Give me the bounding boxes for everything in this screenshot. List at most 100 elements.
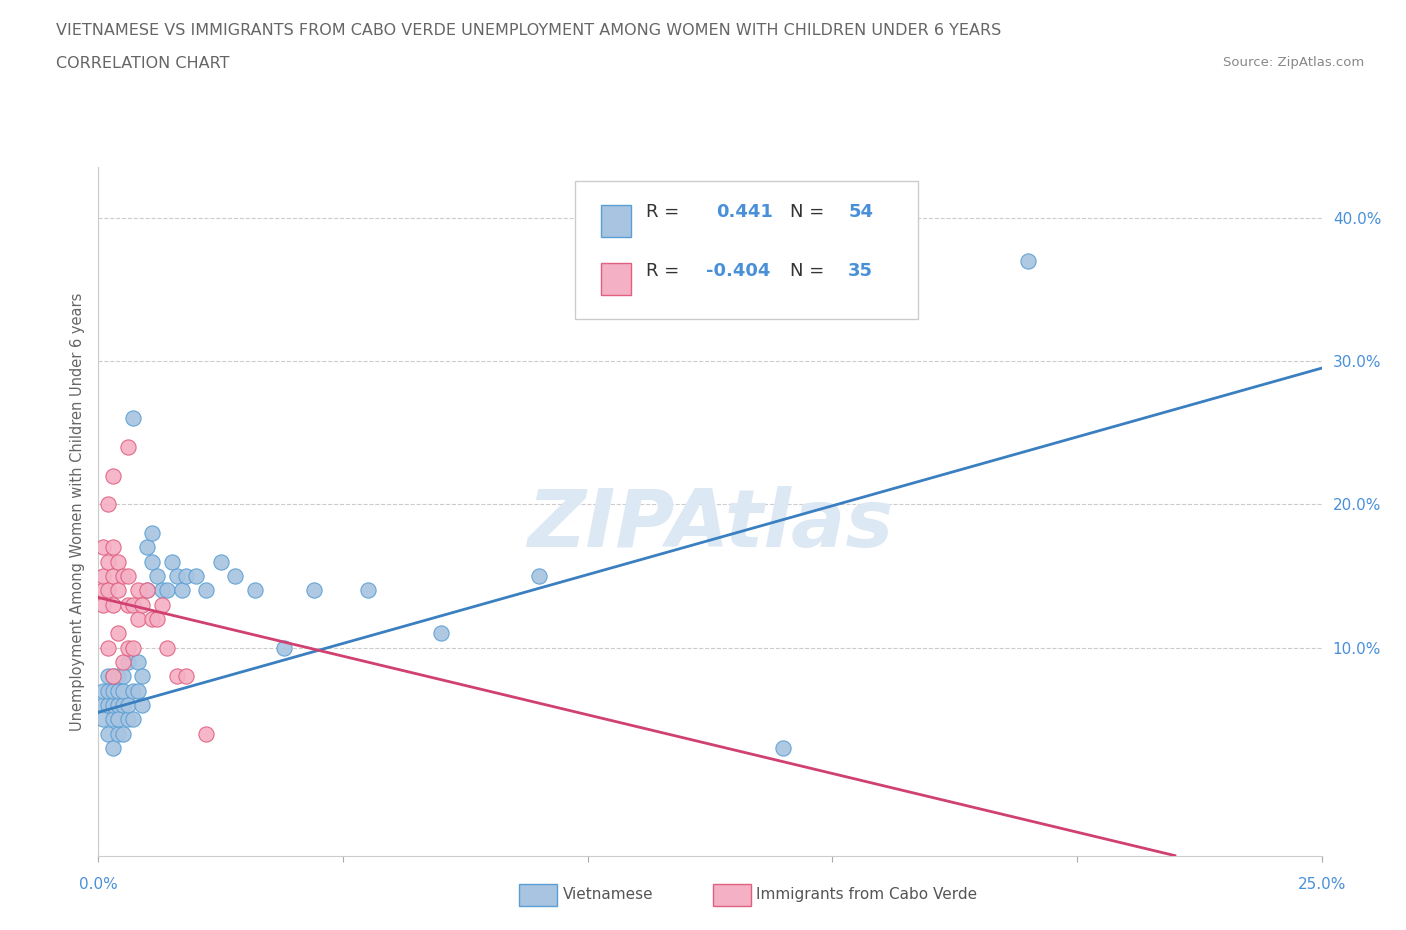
Text: 25.0%: 25.0% (1298, 877, 1346, 892)
Point (150, 597, 173, 612)
Text: CORRELATION CHART: CORRELATION CHART (56, 56, 229, 71)
Point (117, 640, 139, 655)
Text: -0.404: -0.404 (706, 261, 770, 280)
Point (101, 684, 124, 698)
Point (121, 712, 143, 727)
Point (273, 640, 295, 655)
Point (176, 568, 198, 583)
Point (101, 698, 124, 712)
Point (131, 669, 153, 684)
Point (107, 712, 129, 727)
Text: N =: N = (790, 203, 824, 221)
Point (101, 568, 124, 583)
Point (243, 583, 266, 598)
Text: VIETNAMESE VS IMMIGRANTS FROM CABO VERDE UNEMPLOYMENT AMONG WOMEN WITH CHILDREN : VIETNAMESE VS IMMIGRANTS FROM CABO VERDE… (56, 23, 1001, 38)
Point (101, 712, 124, 727)
Text: Source: ZipAtlas.com: Source: ZipAtlas.com (1223, 56, 1364, 69)
Point (107, 554, 129, 569)
Point (117, 698, 139, 712)
Point (136, 583, 159, 598)
Text: ZIPAtlas: ZIPAtlas (527, 486, 893, 565)
Point (150, 583, 173, 598)
Point (97, 497, 120, 512)
Point (107, 583, 129, 598)
Point (97, 698, 120, 712)
Point (170, 583, 193, 598)
FancyBboxPatch shape (575, 181, 918, 319)
Point (156, 640, 179, 655)
Text: 35: 35 (848, 261, 873, 280)
Point (121, 684, 143, 698)
Point (101, 669, 124, 684)
Text: 54: 54 (848, 203, 873, 221)
Point (97, 583, 120, 598)
Point (101, 669, 124, 684)
Text: R =: R = (647, 203, 679, 221)
Point (146, 568, 169, 583)
Point (101, 597, 124, 612)
Point (160, 554, 183, 569)
Point (195, 583, 218, 598)
Point (224, 568, 246, 583)
Point (131, 698, 153, 712)
Point (527, 568, 550, 583)
Point (209, 554, 232, 569)
Point (356, 583, 378, 598)
Point (127, 655, 149, 670)
Point (141, 525, 163, 540)
Point (146, 612, 169, 627)
Point (91, 698, 114, 712)
Text: N =: N = (790, 261, 824, 280)
Point (1017, 253, 1039, 268)
Point (97, 726, 120, 741)
Point (117, 597, 139, 612)
Point (117, 440, 139, 455)
Point (430, 626, 453, 641)
Point (101, 468, 124, 483)
FancyBboxPatch shape (602, 263, 630, 296)
Point (91, 684, 114, 698)
Point (195, 726, 218, 741)
Text: 0.441: 0.441 (716, 203, 773, 221)
Point (117, 712, 139, 727)
Point (302, 583, 325, 598)
Point (111, 568, 134, 583)
Point (166, 568, 188, 583)
Point (91, 583, 114, 598)
Point (97, 640, 120, 655)
Point (127, 612, 149, 627)
Point (127, 684, 149, 698)
Point (111, 655, 134, 670)
Point (141, 554, 163, 569)
Point (97, 554, 120, 569)
Point (107, 726, 129, 741)
Point (97, 669, 120, 684)
Point (117, 655, 139, 670)
Point (117, 568, 139, 583)
Point (111, 698, 134, 712)
Point (101, 540, 124, 555)
Text: Immigrants from Cabo Verde: Immigrants from Cabo Verde (756, 887, 977, 902)
Point (121, 597, 143, 612)
Text: R =: R = (647, 261, 679, 280)
Point (176, 669, 198, 684)
Point (107, 698, 129, 712)
Point (111, 726, 134, 741)
Text: Vietnamese: Vietnamese (562, 887, 652, 902)
Point (166, 669, 188, 684)
Point (91, 568, 114, 583)
Point (91, 712, 114, 727)
Point (121, 411, 143, 426)
Point (111, 669, 134, 684)
Point (107, 669, 129, 684)
Point (97, 684, 120, 698)
FancyBboxPatch shape (602, 205, 630, 237)
Point (107, 626, 129, 641)
Point (141, 612, 163, 627)
Point (91, 597, 114, 612)
Point (136, 583, 159, 598)
Point (107, 684, 129, 698)
Point (136, 540, 159, 555)
Y-axis label: Unemployment Among Women with Children Under 6 years: Unemployment Among Women with Children U… (69, 292, 84, 731)
Point (111, 684, 134, 698)
